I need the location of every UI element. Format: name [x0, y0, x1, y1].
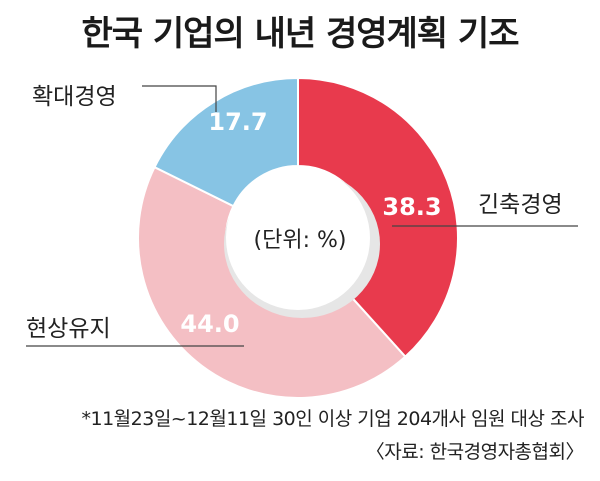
slice-category-label-1: 현상유지 [26, 316, 111, 342]
slice-value-label-1: 44.0 [180, 310, 239, 338]
leader-line-2 [142, 85, 217, 112]
unit-label: (단위: %) [254, 228, 347, 253]
chart-title: 한국 기업의 내년 경영계획 기조 [81, 14, 520, 54]
source-footnote: 〈자료: 한국경영자총협회〉 [365, 441, 585, 463]
slice-value-label-2: 17.7 [208, 108, 267, 136]
donut-slices [136, 76, 459, 399]
donut-hole [226, 166, 370, 310]
slice-category-label-2: 확대경영 [32, 84, 117, 110]
survey-footnote: *11월23일~12월11일 30인 이상 기업 204개사 임원 대상 조사 [81, 408, 584, 430]
slice-value-label-0: 38.3 [382, 193, 441, 221]
slice-category-label-0: 긴축경영 [478, 192, 563, 218]
